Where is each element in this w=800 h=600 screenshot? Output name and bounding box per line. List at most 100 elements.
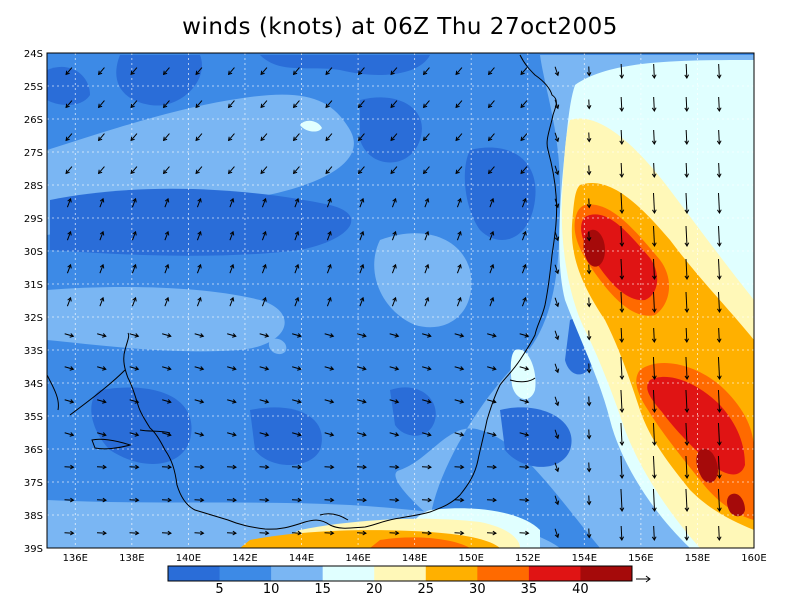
lat-tick-label: 32S <box>24 313 43 324</box>
lon-tick-label: 138E <box>119 553 144 564</box>
wind-arrow <box>227 432 237 437</box>
wind-arrow <box>326 197 332 208</box>
lon-tick-label: 140E <box>176 553 201 564</box>
wind-arrow <box>391 263 397 274</box>
wind-arrow <box>424 230 430 241</box>
wind-arrow <box>325 67 333 76</box>
wind-arrow <box>520 133 528 142</box>
wind-arrow <box>684 291 690 313</box>
colorbar-swatch <box>477 566 530 581</box>
wind-arrow <box>684 129 690 145</box>
wind-arrow <box>390 133 398 142</box>
wind-arrow <box>684 225 690 247</box>
wind-arrow <box>456 197 462 208</box>
wind-arrow <box>229 296 235 307</box>
wind-arrow <box>487 67 495 76</box>
wind-arrow <box>519 530 530 536</box>
wind-arrow <box>717 488 722 512</box>
wind-arrow <box>652 225 657 247</box>
lat-axis: 24S 25S 26S 27S 28S 29S 30S 31S 32S 33S 34S 35S 36S 3… <box>24 49 43 555</box>
wind-arrow <box>324 530 335 536</box>
wind-arrow <box>487 333 497 338</box>
wind-arrow <box>684 488 690 512</box>
wind-arrow <box>325 100 333 109</box>
wind-arrow <box>196 263 202 274</box>
wind-arrow <box>259 366 270 371</box>
wind-arrow <box>519 399 530 404</box>
wind-arrow <box>131 263 137 274</box>
wind-arrow <box>326 230 332 241</box>
lon-tick-label: 150E <box>458 553 483 564</box>
wind-arrow <box>294 263 300 274</box>
wind-arrow <box>229 263 235 274</box>
wind-arrow <box>717 192 722 214</box>
wind-arrow <box>421 464 432 470</box>
wind-arrow <box>489 296 495 307</box>
wind-arrow <box>422 333 432 338</box>
wind-arrow <box>586 363 592 374</box>
wind-arrow <box>131 296 137 307</box>
wind-arrow <box>519 464 530 470</box>
wind-arrow <box>717 455 722 479</box>
wind-arrow <box>554 231 560 242</box>
wind-arrow <box>325 166 333 175</box>
wind-arrow <box>455 67 463 76</box>
wind-arrow <box>96 464 107 470</box>
wind-arrow <box>652 389 657 413</box>
wind-arrow <box>291 530 302 536</box>
wind-arrow <box>586 66 592 77</box>
wind-arrow <box>227 166 235 175</box>
wind-arrow <box>196 296 202 307</box>
wind-arrow <box>259 497 270 503</box>
wind-arrow <box>521 263 527 274</box>
wind-arrow <box>129 530 140 536</box>
wind-arrow <box>227 366 237 371</box>
wind-arrow <box>487 399 497 404</box>
wind-arrow <box>164 263 170 274</box>
lat-tick-label: 31S <box>24 280 43 291</box>
wind-arrow <box>356 530 367 536</box>
wind-arrow <box>454 530 465 536</box>
wind-arrow <box>422 399 432 404</box>
wind-arrow <box>554 198 560 209</box>
wind-arrow <box>454 399 465 404</box>
wind-arrow <box>554 330 560 341</box>
wind-arrow <box>65 166 73 175</box>
colorbar-swatch <box>219 566 272 581</box>
wind-arrow <box>424 296 430 307</box>
wind-arrow <box>519 333 530 338</box>
colorbar-label: 30 <box>469 582 486 597</box>
wind-arrow <box>161 530 172 536</box>
lon-tick-label: 142E <box>232 553 257 564</box>
wind-arrow <box>326 296 332 307</box>
wind-arrow <box>456 296 462 307</box>
wind-arrow <box>227 333 237 338</box>
wind-arrow <box>684 192 690 214</box>
wind-arrow <box>324 399 335 404</box>
wind-arrow <box>487 133 495 142</box>
colorbar-label: 5 <box>215 582 223 597</box>
wind-arrow <box>716 96 722 112</box>
wind-arrow <box>520 100 528 109</box>
wind-arrow <box>422 166 430 175</box>
wind-arrow <box>684 327 690 343</box>
lon-tick-label: 160E <box>741 553 766 564</box>
wind-arrow <box>64 366 75 371</box>
wind-arrow <box>652 455 657 479</box>
wind-arrow <box>195 133 203 142</box>
wind-arrow <box>554 165 560 176</box>
wind-arrow <box>162 67 170 76</box>
wind-arrow <box>619 389 625 413</box>
wind-arrow <box>259 530 270 536</box>
wind-arrow <box>97 432 107 437</box>
wind-arrow <box>487 366 497 371</box>
wind-arrow <box>390 67 398 76</box>
wind-arrow <box>359 296 365 307</box>
wind-arrow <box>162 333 172 338</box>
wind-arrow <box>391 197 397 208</box>
lat-tick-label: 25S <box>24 82 43 93</box>
wind-arrow <box>651 63 657 79</box>
wind-arrow <box>259 399 270 404</box>
wind-arrow <box>64 464 75 470</box>
